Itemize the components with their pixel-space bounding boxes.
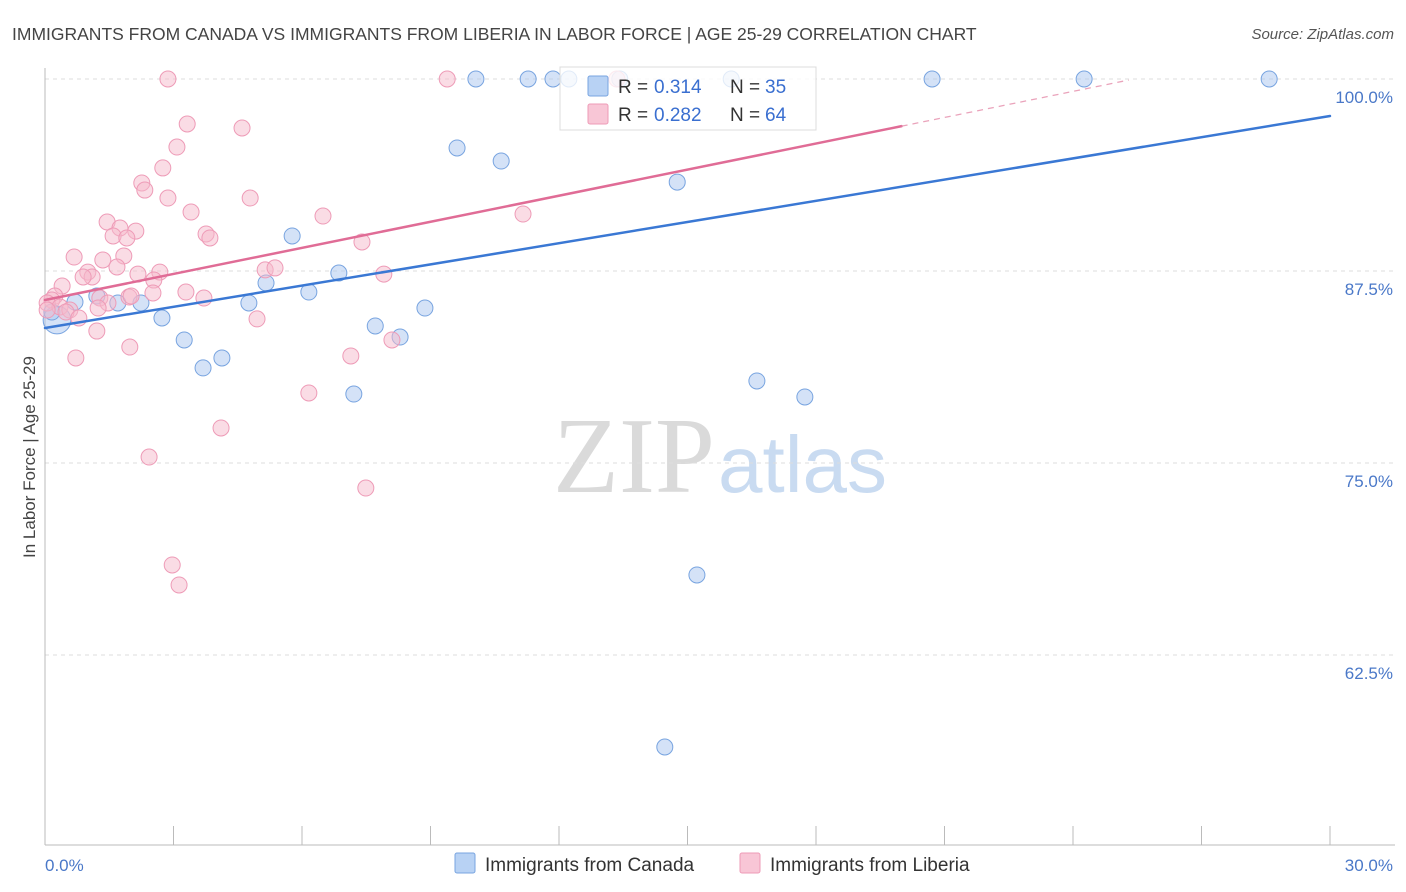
liberia-n-label: N =: [730, 105, 760, 126]
liberia-point: [266, 259, 284, 277]
liberia-point: [122, 287, 140, 305]
canada-point: [283, 227, 301, 245]
canada-point: [492, 152, 510, 170]
canada-n-value: 35: [765, 77, 786, 98]
canada-point: [656, 738, 674, 756]
canada-n-label: N =: [730, 77, 760, 98]
liberia-point: [159, 189, 177, 207]
liberia-point: [201, 229, 219, 247]
canada-point: [153, 309, 171, 327]
liberia-point: [357, 479, 375, 497]
canada-trend-line: [43, 114, 1332, 330]
y-axis-label: In Labor Force | Age 25-29: [20, 356, 39, 558]
canada-point: [1075, 70, 1093, 88]
liberia-point: [136, 181, 154, 199]
liberia-point: [140, 448, 158, 466]
liberia-point: [248, 310, 266, 328]
trend-lines: [43, 79, 1332, 330]
liberia-point: [108, 258, 126, 276]
canada-point: [796, 388, 814, 406]
canada-point: [748, 372, 766, 390]
series-legend: Immigrants from Canada Immigrants from L…: [454, 852, 970, 876]
liberia-point: [67, 349, 85, 367]
liberia-trend-line: [43, 124, 903, 302]
canada-point: [330, 264, 348, 282]
canada-point: [416, 299, 434, 317]
canada-point: [467, 70, 485, 88]
y-tick-labels: 100.0% 87.5% 75.0% 62.5%: [1335, 88, 1393, 683]
watermark: ZIP atlas: [553, 397, 887, 516]
y-tick-label: 75.0%: [1345, 472, 1393, 491]
liberia-point: [300, 384, 318, 402]
liberia-legend-swatch: [587, 103, 609, 125]
liberia-point: [314, 207, 332, 225]
liberia-point: [182, 203, 200, 221]
canada-legend-swatch: [587, 75, 609, 97]
liberia-series-label: Immigrants from Liberia: [770, 855, 970, 876]
liberia-point: [168, 138, 186, 156]
liberia-point: [89, 299, 107, 317]
y-tick-label: 87.5%: [1345, 280, 1393, 299]
canada-point: [213, 349, 231, 367]
liberia-trend-line-extension: [901, 79, 1129, 127]
liberia-point: [177, 283, 195, 301]
canada-point: [923, 70, 941, 88]
canada-point: [194, 359, 212, 377]
canada-point: [668, 173, 686, 191]
liberia-point: [212, 419, 230, 437]
source-note: Source: ZipAtlas.com: [1251, 26, 1394, 43]
liberia-n-value: 64: [765, 105, 787, 126]
liberia-point: [438, 70, 456, 88]
x-tick-marks: [44, 826, 1331, 845]
canada-point: [1260, 70, 1278, 88]
liberia-r-label: R =: [618, 105, 648, 126]
gridlines: [45, 78, 1395, 656]
canada-r-value: 0.314: [654, 77, 702, 98]
watermark-zip: ZIP: [553, 397, 715, 516]
liberia-point: [383, 331, 401, 349]
canada-series-swatch: [454, 852, 476, 874]
liberia-point: [88, 322, 106, 340]
x-tick-label: 0.0%: [45, 856, 84, 875]
x-tick-labels: 0.0% 30.0%: [45, 856, 1393, 875]
stats-legend: R = 0.314 N = 35 R = 0.282 N = 64: [559, 66, 817, 131]
liberia-point: [170, 576, 188, 594]
canada-point: [175, 331, 193, 349]
liberia-point: [144, 284, 162, 302]
liberia-point: [233, 119, 251, 137]
liberia-r-value: 0.282: [654, 105, 702, 126]
canada-point: [688, 566, 706, 584]
liberia-point: [514, 205, 532, 223]
liberia-point: [353, 233, 371, 251]
liberia-point: [65, 248, 83, 266]
canada-point: [448, 139, 466, 157]
liberia-point: [163, 556, 181, 574]
canada-r-label: R =: [618, 77, 648, 98]
liberia-points: [38, 70, 626, 594]
liberia-point: [94, 251, 112, 269]
canada-point: [544, 70, 562, 88]
y-tick-label: 62.5%: [1345, 664, 1393, 683]
liberia-point: [159, 70, 177, 88]
liberia-point: [38, 301, 56, 319]
liberia-point: [118, 229, 136, 247]
y-tick-label: 100.0%: [1335, 88, 1393, 107]
chart-title: IMMIGRANTS FROM CANADA VS IMMIGRANTS FRO…: [12, 24, 977, 44]
liberia-point: [178, 115, 196, 133]
x-tick-label: 30.0%: [1345, 856, 1393, 875]
liberia-point: [342, 347, 360, 365]
canada-series-label: Immigrants from Canada: [485, 855, 695, 876]
liberia-point: [241, 189, 259, 207]
liberia-series-swatch: [739, 852, 761, 874]
canada-point: [345, 385, 363, 403]
canada-point: [240, 294, 258, 312]
liberia-point: [74, 268, 92, 286]
canada-point: [366, 317, 384, 335]
watermark-atlas: atlas: [718, 420, 887, 509]
liberia-point: [154, 159, 172, 177]
liberia-point: [121, 338, 139, 356]
canada-point: [519, 70, 537, 88]
